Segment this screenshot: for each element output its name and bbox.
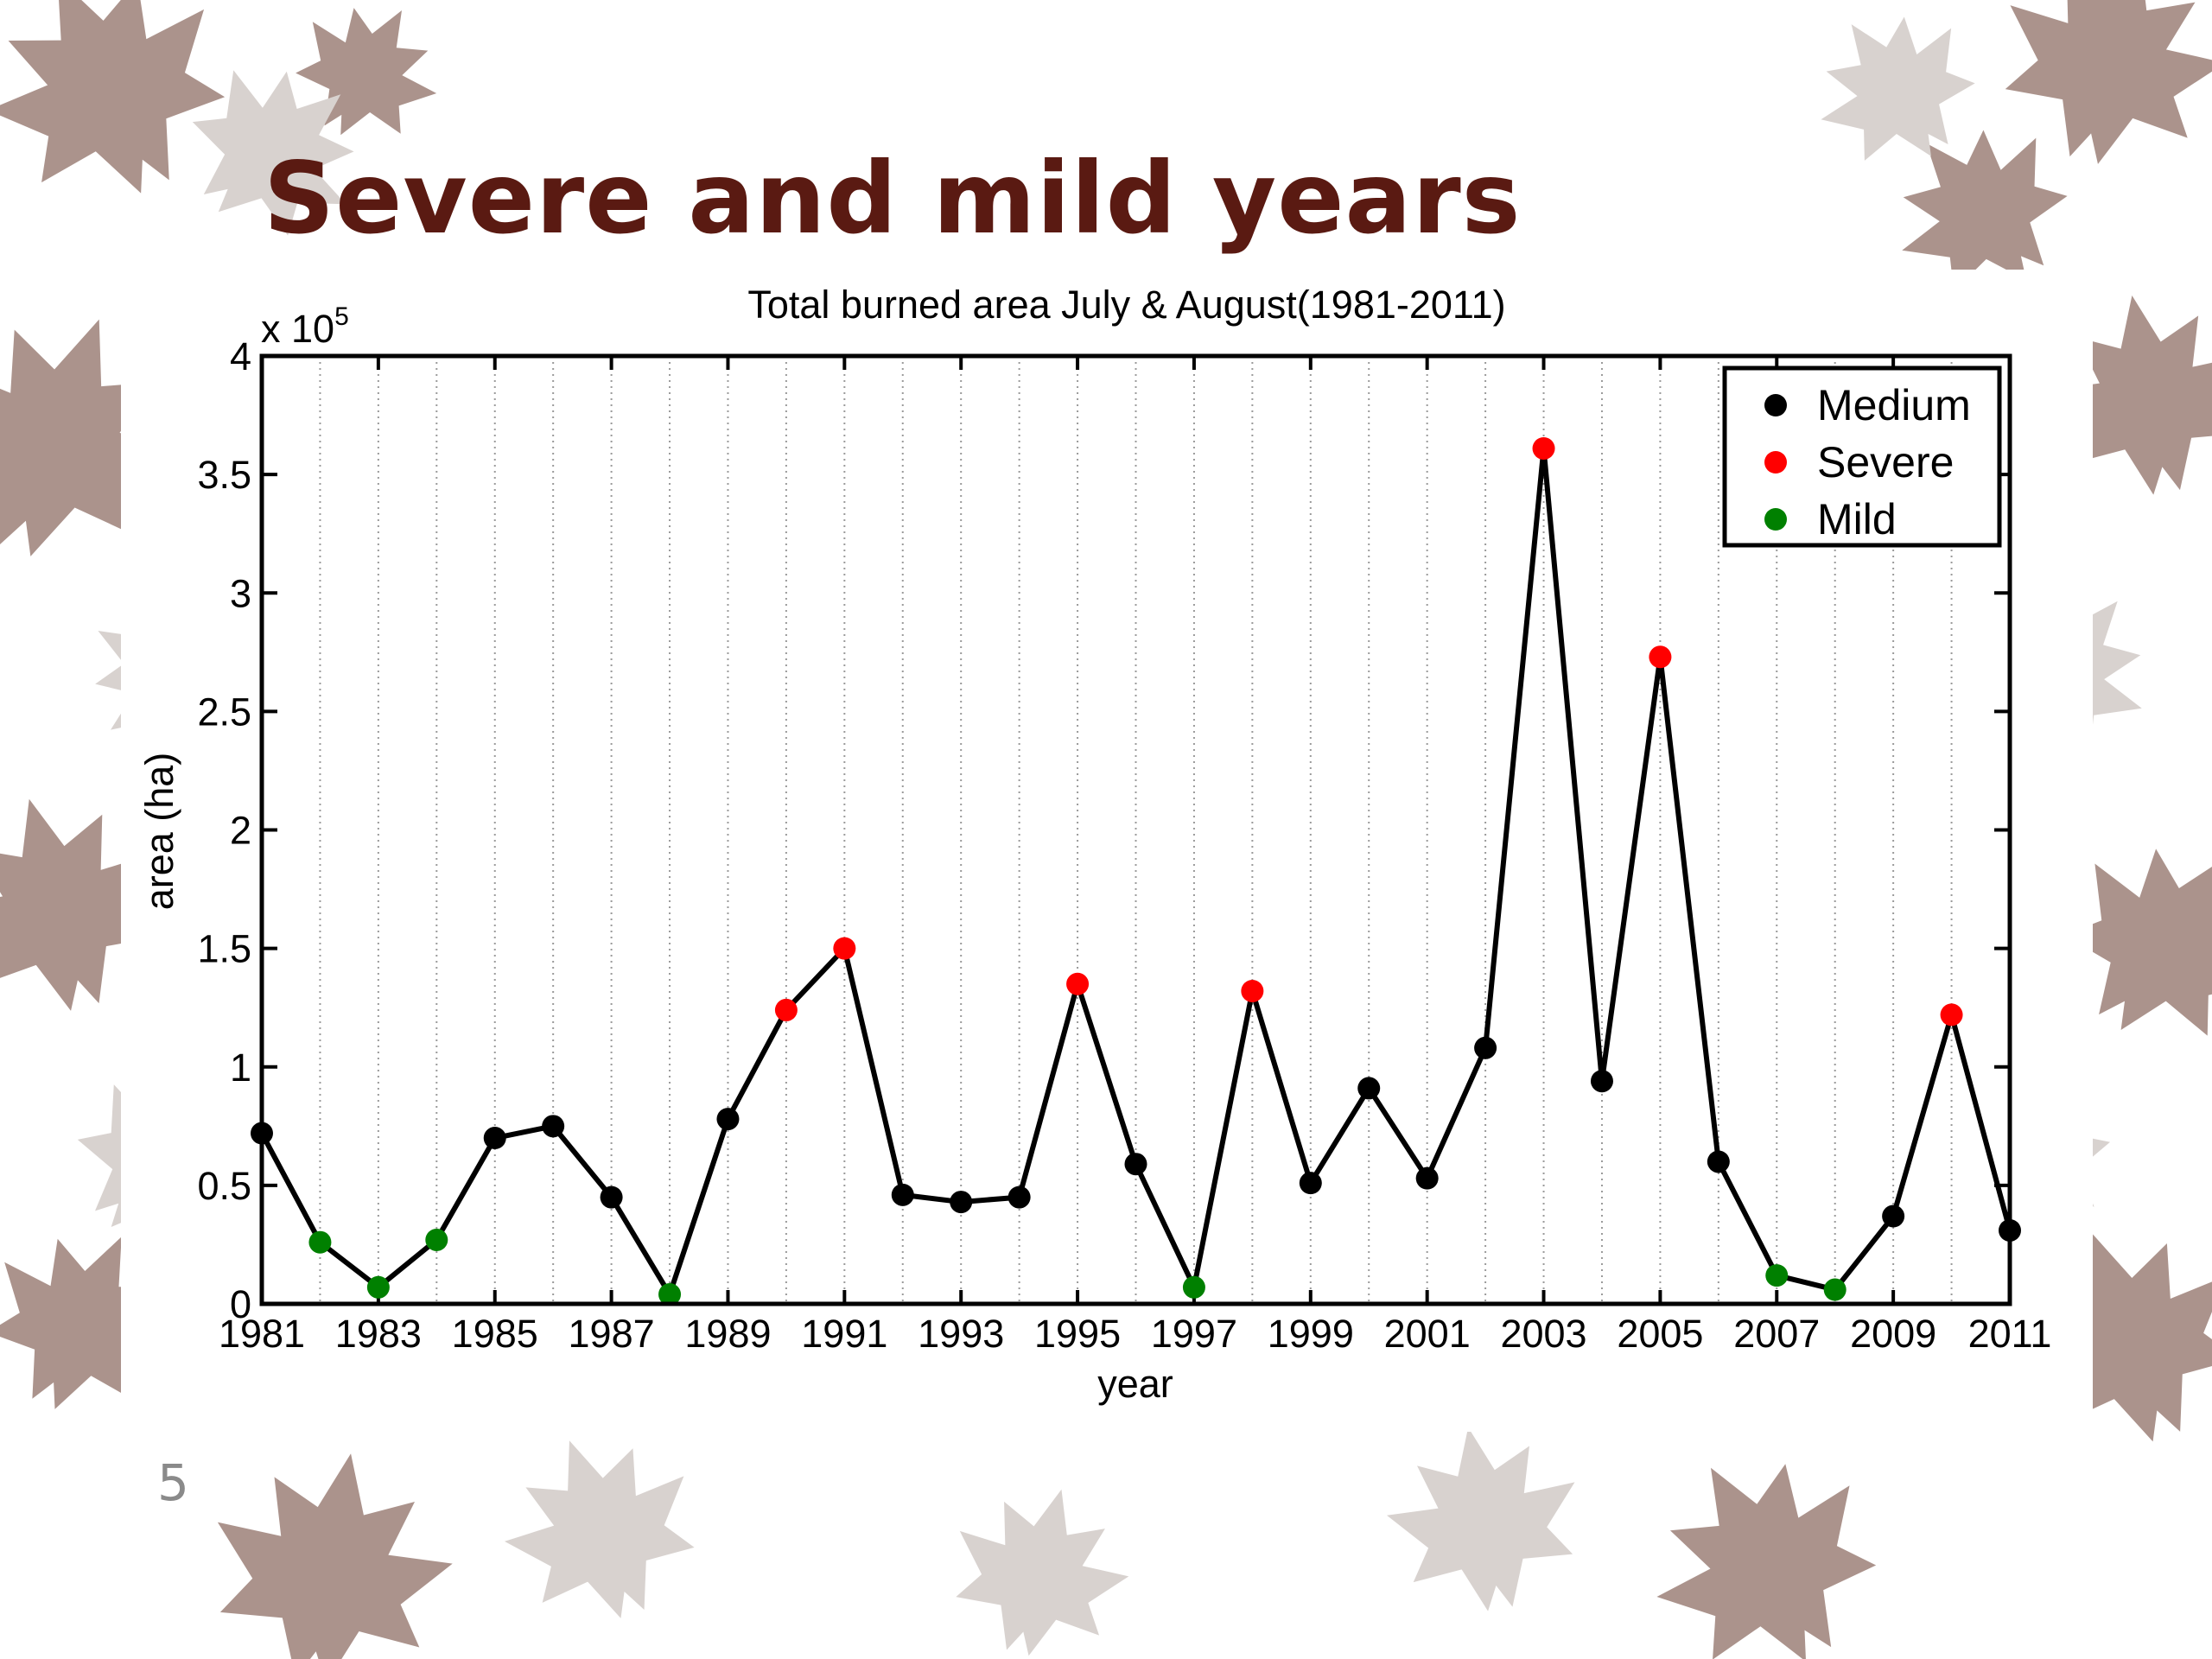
burned-area-line-chart: Total burned area July & August(1981-201…: [137, 283, 2051, 1406]
x-axis-title: year: [1097, 1362, 1173, 1406]
data-point-severe: [1532, 436, 1555, 460]
legend: Medium Severe Mild: [1722, 365, 2002, 548]
legend-marker-severe: [1764, 451, 1787, 474]
data-point-medium: [716, 1108, 740, 1131]
x-axis-ticks: 1981 1983 1985 1987 1989 1991 1993 1995 1997 1999…: [219, 356, 2051, 1356]
x-tick-label: 2011: [1968, 1312, 2052, 1356]
x-tick-label: 2005: [1617, 1312, 1703, 1356]
x-tick-label: 1991: [801, 1312, 887, 1356]
data-point-medium: [1707, 1150, 1730, 1173]
data-point-severe: [1649, 645, 1672, 669]
legend-label-severe: Severe: [1817, 438, 1954, 486]
data-point-mild: [308, 1230, 332, 1254]
data-point-mild: [425, 1228, 448, 1251]
data-point-mild: [1823, 1278, 1847, 1301]
legend-marker-mild: [1764, 508, 1787, 531]
data-point-medium: [600, 1185, 623, 1209]
x-tick-label: 2007: [1733, 1312, 1820, 1356]
chart-panel: Total burned area July & August(1981-201…: [121, 270, 2093, 1432]
data-point-medium: [1474, 1036, 1497, 1059]
chart-title: Total burned area July & August(1981-201…: [747, 283, 1505, 327]
legend-label-mild: Mild: [1817, 495, 1897, 543]
data-point-medium: [891, 1183, 914, 1206]
y-tick-label: 2.5: [197, 690, 251, 734]
y-tick-label: 4: [230, 334, 251, 378]
data-point-severe: [1940, 1003, 1963, 1027]
data-point-severe: [1241, 979, 1264, 1002]
y-tick-label: 0: [230, 1282, 251, 1326]
legend-label-medium: Medium: [1817, 381, 1971, 429]
y-axis-title: area (ha): [137, 753, 181, 911]
data-points: [251, 436, 2021, 1306]
data-point-medium: [1590, 1070, 1613, 1093]
data-point-mild: [658, 1283, 682, 1306]
data-point-severe: [774, 998, 798, 1021]
data-point-medium: [950, 1191, 973, 1214]
x-tick-label: 1995: [1034, 1312, 1121, 1356]
data-point-medium: [1299, 1172, 1322, 1195]
data-point-mild: [1182, 1275, 1205, 1299]
data-point-mild: [1765, 1264, 1789, 1287]
y-multiplier-base: x 10: [261, 307, 334, 351]
plot-frame: [259, 353, 2012, 1306]
y-tick-label: 1.5: [197, 927, 251, 971]
x-tick-label: 1989: [684, 1312, 771, 1356]
data-point-medium: [1882, 1205, 1905, 1228]
data-point-severe: [1066, 972, 1090, 995]
data-point-medium: [1007, 1185, 1031, 1209]
x-tick-label: 1987: [569, 1312, 655, 1356]
y-axis-ticks: 0 0.5 1 1.5 2 2.5 3 3.5 4: [197, 334, 2010, 1326]
y-multiplier-exponent: 5: [334, 302, 349, 331]
y-tick-label: 0.5: [197, 1164, 251, 1208]
data-point-medium: [1124, 1153, 1147, 1176]
data-point-severe: [833, 937, 856, 960]
x-tick-label: 2001: [1384, 1312, 1471, 1356]
x-tick-label: 1997: [1151, 1312, 1237, 1356]
y-tick-label: 3.5: [197, 453, 251, 497]
x-tick-label: 1983: [335, 1312, 422, 1356]
data-point-medium: [1415, 1166, 1439, 1190]
x-tick-label: 1981: [219, 1312, 305, 1356]
slide-title: Severe and mild years: [264, 141, 1522, 256]
y-multiplier: x 105: [261, 302, 349, 351]
x-tick-label: 1999: [1268, 1312, 1354, 1356]
data-point-medium: [483, 1127, 506, 1150]
y-tick-label: 1: [230, 1046, 251, 1090]
slide-number: 5: [157, 1453, 189, 1512]
y-tick-label: 3: [230, 571, 251, 615]
x-tick-label: 2009: [1850, 1312, 1936, 1356]
data-point-mild: [366, 1275, 390, 1299]
legend-marker-medium: [1764, 394, 1787, 416]
x-tick-label: 1993: [918, 1312, 1004, 1356]
data-point-medium: [1357, 1077, 1381, 1100]
data-point-medium: [542, 1115, 565, 1138]
x-tick-label: 1985: [452, 1312, 538, 1356]
y-tick-label: 2: [230, 809, 251, 853]
x-tick-label: 2003: [1500, 1312, 1586, 1356]
